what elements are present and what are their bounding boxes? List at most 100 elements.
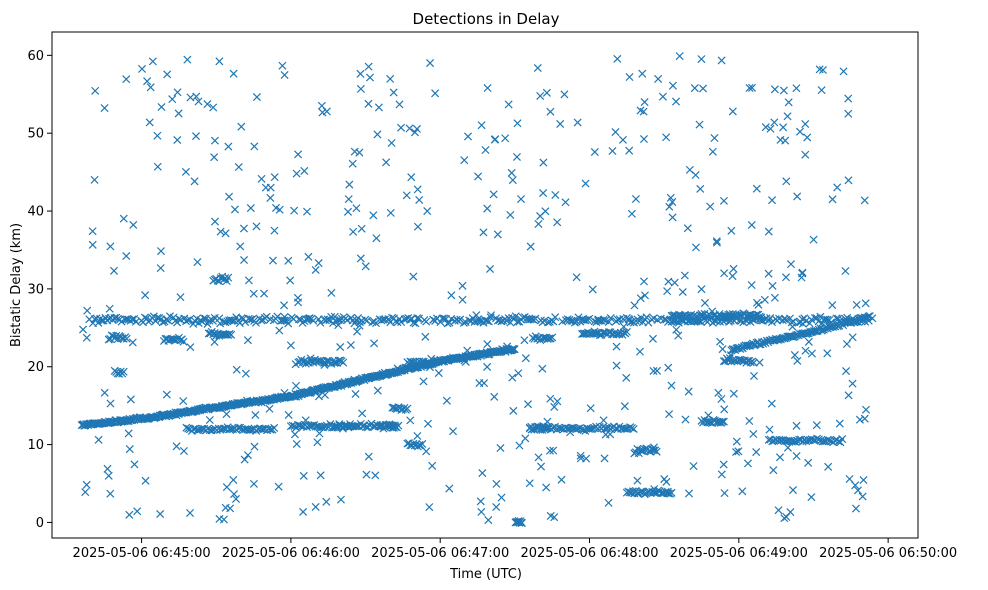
data-point <box>860 196 869 205</box>
data-point <box>94 435 103 444</box>
data-point <box>315 357 324 366</box>
data-point <box>423 207 432 216</box>
data-point <box>406 416 415 425</box>
data-point <box>143 77 152 86</box>
data-point <box>604 498 613 507</box>
data-point <box>209 103 218 112</box>
data-point <box>443 319 452 328</box>
data-point <box>786 508 795 517</box>
data-point <box>465 316 474 325</box>
data-point <box>153 131 162 140</box>
data-point <box>620 402 629 411</box>
data-point <box>586 404 595 413</box>
data-point <box>525 479 534 488</box>
data-point <box>397 317 406 326</box>
data-point <box>237 122 246 131</box>
data-point <box>352 204 361 213</box>
data-point <box>356 84 365 93</box>
data-point <box>509 406 518 415</box>
data-point <box>851 504 860 513</box>
data-point <box>463 346 472 355</box>
data-point <box>542 483 551 492</box>
data-point <box>190 177 199 186</box>
data-point <box>357 224 366 233</box>
data-point <box>128 338 137 347</box>
data-point <box>716 337 725 346</box>
data-point <box>362 470 371 479</box>
data-point <box>83 306 92 315</box>
data-point <box>553 218 562 227</box>
data-point <box>804 337 813 346</box>
data-point <box>266 183 275 192</box>
data-point <box>286 422 295 431</box>
data-point <box>848 379 857 388</box>
data-point <box>291 360 300 369</box>
data-point <box>280 388 289 397</box>
data-point <box>708 147 717 156</box>
data-point <box>695 120 704 129</box>
data-point <box>158 318 167 327</box>
data-point <box>230 205 239 214</box>
data-point <box>477 121 486 130</box>
data-point <box>407 173 416 182</box>
data-point <box>663 487 672 496</box>
data-point <box>720 489 729 498</box>
data-point <box>520 336 529 345</box>
data-point <box>193 258 202 267</box>
data-point <box>425 363 434 372</box>
data-point <box>824 462 833 471</box>
data-point <box>413 431 422 440</box>
data-point <box>576 451 585 460</box>
data-point <box>252 222 261 231</box>
data-point <box>521 354 530 363</box>
data-point <box>394 421 403 430</box>
data-point <box>585 314 594 323</box>
data-point <box>425 503 434 512</box>
x-axis: 2025-05-06 06:45:00 2025-05-06 06:46:00 20… <box>73 538 957 561</box>
data-point <box>493 230 502 239</box>
data-point <box>844 391 853 400</box>
data-point <box>674 331 683 340</box>
data-point <box>125 510 134 519</box>
data-point <box>503 342 512 351</box>
data-point <box>380 315 389 324</box>
data-point <box>173 88 182 97</box>
data-point <box>665 410 674 419</box>
data-point <box>757 313 766 322</box>
y-tick-label: 30 <box>27 282 44 297</box>
data-point <box>798 319 807 328</box>
data-point <box>179 337 188 346</box>
data-point <box>630 301 639 310</box>
data-point <box>210 337 219 346</box>
data-point <box>90 175 99 184</box>
data-point <box>501 134 510 143</box>
data-point <box>604 317 613 326</box>
data-point <box>717 470 726 479</box>
data-point <box>266 193 275 202</box>
data-point <box>560 90 569 99</box>
data-point <box>553 397 562 406</box>
y-tick-label: 50 <box>27 127 44 142</box>
data-point <box>497 493 506 502</box>
x-tick-label: 2025-05-06 06:45:00 <box>73 546 211 561</box>
data-point <box>792 84 801 93</box>
data-point <box>749 430 758 439</box>
data-point <box>792 421 801 430</box>
data-point <box>786 260 796 269</box>
data-point <box>801 346 810 355</box>
data-point <box>386 74 395 83</box>
data-point <box>393 364 402 373</box>
data-point <box>199 314 209 323</box>
data-point <box>672 97 681 106</box>
data-point <box>760 295 769 304</box>
data-point <box>355 148 364 157</box>
data-point <box>720 269 729 278</box>
data-point <box>639 277 649 286</box>
data-point <box>186 343 195 352</box>
data-point <box>318 108 327 117</box>
data-point <box>130 460 139 469</box>
data-point <box>745 83 754 93</box>
data-point <box>229 69 238 78</box>
data-point <box>402 191 411 200</box>
data-point <box>249 479 258 488</box>
